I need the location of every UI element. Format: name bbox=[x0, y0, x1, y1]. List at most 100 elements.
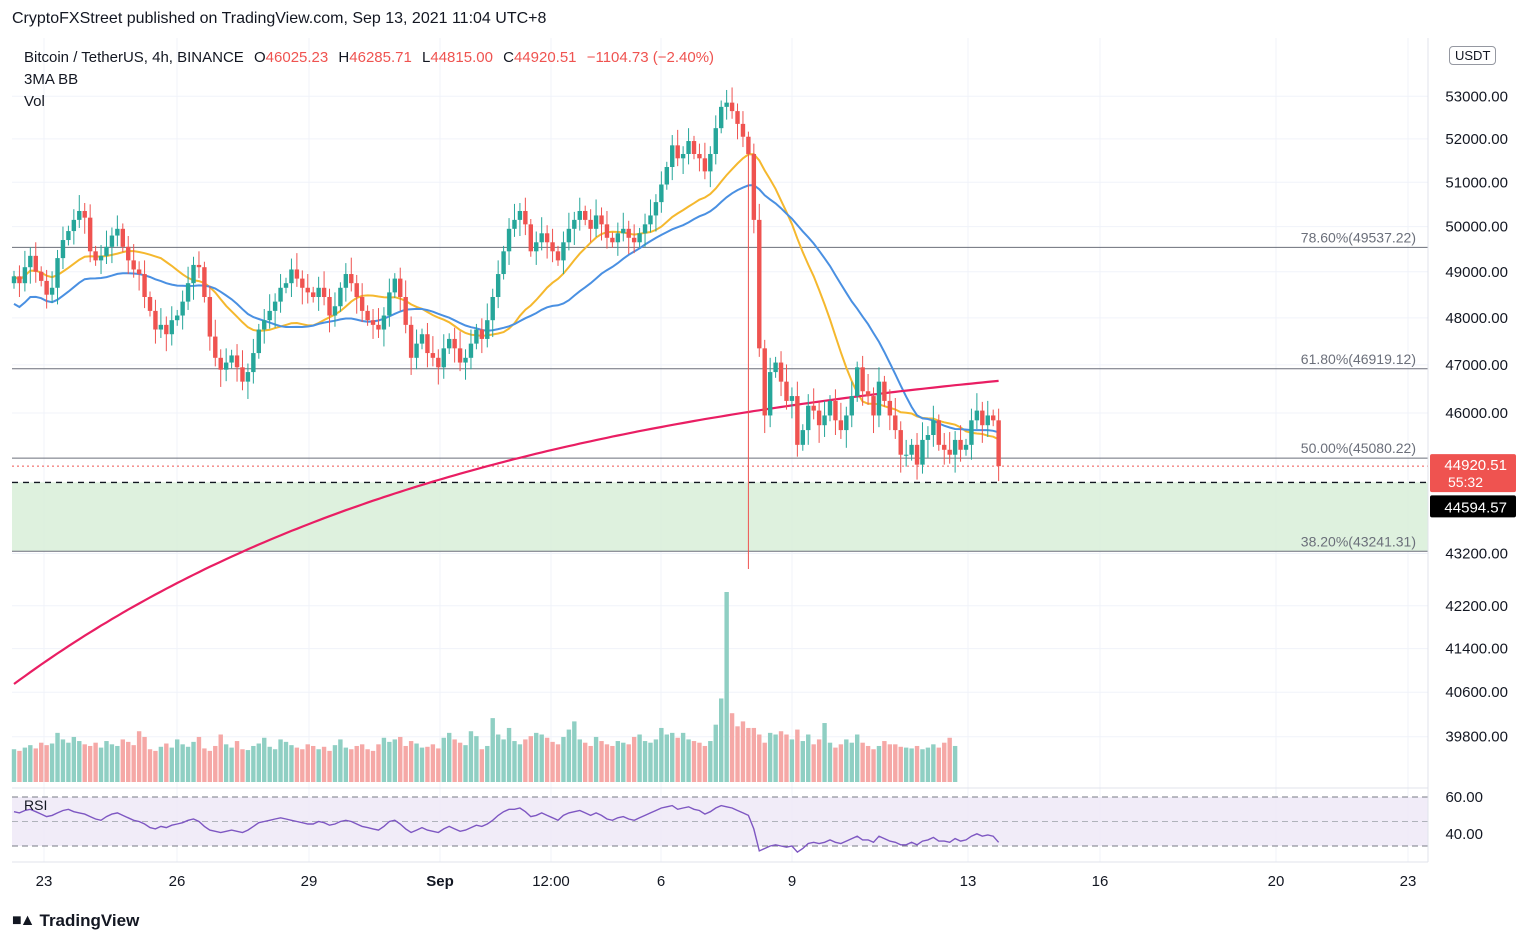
volume-bar bbox=[305, 744, 310, 782]
candle-body bbox=[191, 264, 196, 284]
volume-bar bbox=[942, 742, 947, 782]
price-tick-label: 53000.00 bbox=[1445, 88, 1508, 105]
volume-bar bbox=[142, 736, 147, 782]
candle-body bbox=[642, 224, 648, 234]
candle-body bbox=[969, 420, 974, 445]
volume-bar bbox=[71, 736, 77, 782]
volume-bar bbox=[670, 732, 675, 782]
chart-area[interactable]: 78.60%(49537.22) 61.80%(46919.12) 50.00%(4… bbox=[0, 36, 1536, 908]
candle-body bbox=[691, 141, 697, 154]
volume-bar bbox=[87, 745, 93, 782]
candle-body bbox=[202, 267, 207, 297]
volume-bar bbox=[686, 739, 691, 782]
volume-bar bbox=[724, 592, 729, 782]
volume-bar bbox=[653, 739, 659, 782]
price-chart-svg[interactable]: 78.60%(49537.22) 61.80%(46919.12) 50.00%(4… bbox=[0, 36, 1536, 908]
volume-bar bbox=[131, 745, 136, 782]
indicator-bollinger[interactable]: 3MA BB bbox=[24, 71, 79, 88]
candle-body bbox=[506, 228, 512, 252]
candle-body bbox=[588, 219, 593, 229]
candle-body bbox=[680, 153, 686, 159]
candle-body bbox=[534, 242, 539, 252]
candle-body bbox=[115, 228, 120, 236]
price-axis[interactable]: 53000.00 52000.00 51000.00 50000.00 49000.00… bbox=[1427, 38, 1516, 862]
candle-body bbox=[713, 128, 718, 154]
volume-bar bbox=[468, 731, 474, 782]
volume-bar bbox=[158, 746, 164, 782]
currency-badge[interactable]: USDT bbox=[1449, 46, 1497, 65]
candle-body bbox=[311, 292, 316, 297]
volume-bar bbox=[441, 737, 446, 782]
candle-body bbox=[256, 329, 261, 354]
candle-body bbox=[555, 251, 561, 261]
volume-bar bbox=[414, 743, 419, 782]
candle-body bbox=[577, 210, 582, 220]
candle-body bbox=[300, 278, 305, 288]
countdown-value: 55:32 bbox=[1448, 474, 1483, 490]
volume-bar bbox=[120, 739, 125, 782]
volume-bar bbox=[28, 745, 33, 782]
candle-body bbox=[626, 228, 631, 238]
rsi-label: RSI bbox=[24, 797, 47, 813]
fib-level-label: 78.60%(49537.22) bbox=[1301, 229, 1416, 245]
candle-body bbox=[240, 367, 245, 382]
candle-body bbox=[561, 242, 566, 261]
volume-bar bbox=[479, 749, 485, 782]
last-price-value: 44920.51 bbox=[1444, 457, 1507, 474]
candle-body bbox=[414, 343, 419, 358]
volume-bar bbox=[44, 745, 49, 782]
volume-bar bbox=[49, 743, 55, 782]
candle-body bbox=[985, 415, 990, 426]
time-axis[interactable]: 23 26 29 Sep 12:00 6 9 13 16 20 23 bbox=[12, 861, 1428, 890]
volume-bar bbox=[925, 747, 931, 782]
time-tick-label: 12:00 bbox=[532, 873, 570, 890]
volume-bar bbox=[202, 748, 207, 782]
candle-body bbox=[365, 310, 370, 321]
volume-bar bbox=[294, 747, 300, 782]
volume-bar bbox=[398, 736, 403, 782]
volume-bar bbox=[316, 749, 321, 782]
volume-bar bbox=[642, 741, 648, 782]
volume-bar bbox=[164, 743, 169, 782]
candle-body bbox=[914, 444, 920, 465]
volume-bar bbox=[920, 749, 925, 782]
volume-bar bbox=[55, 732, 60, 782]
volume-bar bbox=[196, 736, 202, 782]
volume-bar bbox=[615, 741, 621, 782]
volume-bar bbox=[359, 744, 365, 782]
volume-bar bbox=[321, 746, 327, 782]
volume-bar bbox=[947, 737, 952, 782]
volume-bar bbox=[528, 736, 533, 782]
candlesticks[interactable] bbox=[11, 87, 1001, 570]
candle-body bbox=[952, 439, 958, 455]
volume-bar bbox=[327, 750, 332, 782]
candle-body bbox=[262, 320, 267, 330]
candle-body bbox=[827, 400, 833, 416]
volume-bar bbox=[702, 745, 708, 782]
tradingview-footer[interactable]: ■▲ TradingView bbox=[12, 911, 139, 931]
fib-level-label: 61.80%(46919.12) bbox=[1301, 351, 1416, 367]
candle-body bbox=[795, 396, 800, 445]
indicator-volume[interactable]: Vol bbox=[24, 93, 45, 110]
candle-body bbox=[822, 415, 827, 426]
time-tick-label: 6 bbox=[657, 873, 665, 890]
price-tick-label: 47000.00 bbox=[1445, 357, 1508, 374]
volume-bar bbox=[22, 747, 28, 782]
candle-body bbox=[468, 343, 474, 358]
volume-bar bbox=[109, 744, 115, 782]
candle-body bbox=[784, 381, 789, 401]
volume-bar bbox=[593, 736, 599, 782]
candle-body bbox=[22, 267, 28, 284]
candle-body bbox=[697, 153, 702, 159]
volume-bar bbox=[175, 739, 180, 782]
volume-bar bbox=[621, 742, 626, 782]
symbol-title[interactable]: Bitcoin / TetherUS, 4h, BINANCE bbox=[24, 49, 244, 66]
fib-level-label: 50.00%(45080.22) bbox=[1301, 440, 1416, 456]
volume-bar bbox=[855, 734, 860, 782]
candle-body bbox=[71, 219, 77, 232]
volume-bar bbox=[180, 744, 185, 782]
last-price-badge bbox=[1430, 454, 1516, 493]
volume-bar bbox=[430, 744, 436, 782]
candle-body bbox=[762, 348, 767, 416]
candle-body bbox=[876, 381, 882, 416]
